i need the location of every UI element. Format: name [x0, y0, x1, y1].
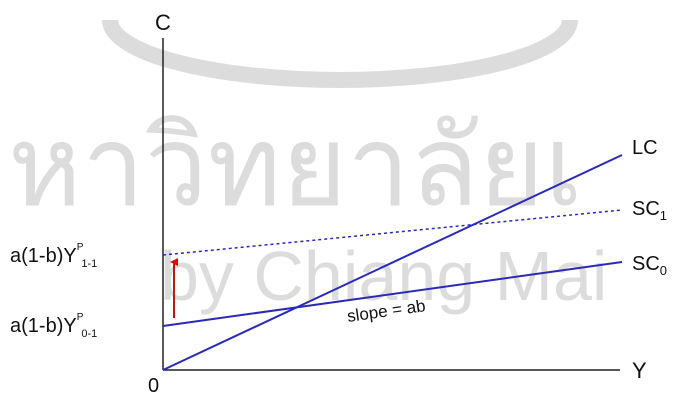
sc0-line — [162, 261, 623, 327]
sc0-label: SC0 — [632, 253, 667, 278]
x-axis-label: Y — [632, 358, 647, 383]
sc1-line — [162, 209, 623, 256]
y-axis-label: C — [155, 10, 171, 35]
lower-intercept-label: a(1-b)YP 0-1 — [10, 312, 97, 340]
upper-intercept-label: a(1-b)YP 1-1 — [10, 242, 97, 270]
sc1-label: SC1 — [632, 198, 667, 223]
origin-label: 0 — [148, 375, 159, 394]
watermark: หาวิทยาลัยเ by Chiang Mai — [8, 19, 607, 315]
watermark-thai-text: หาวิทยาลัยเ — [8, 104, 583, 229]
lc-label: LC — [632, 137, 658, 159]
watermark-english-text: by Chiang Mai — [160, 237, 607, 315]
lc-line — [162, 154, 623, 371]
watermark-arc — [102, 19, 578, 88]
